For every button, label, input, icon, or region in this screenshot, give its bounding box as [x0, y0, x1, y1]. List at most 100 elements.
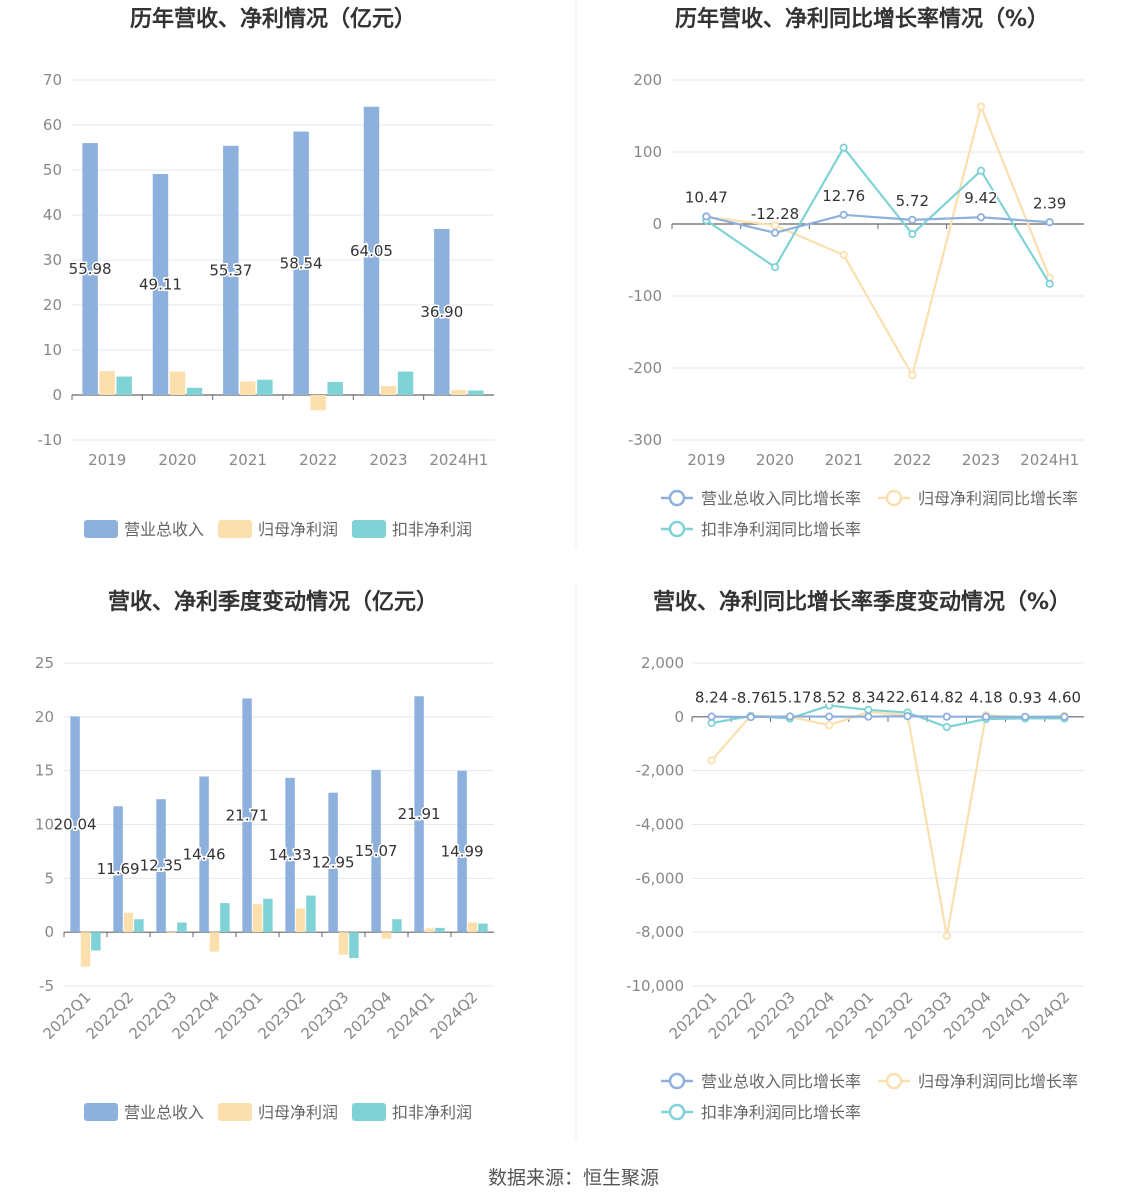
y-tick-label: 0 — [674, 708, 684, 726]
data-point — [839, 210, 848, 219]
legend-marker — [668, 1072, 686, 1090]
bar-deducted-profit — [478, 923, 488, 933]
data-label: -12.28 — [751, 205, 799, 223]
bar-parent-profit — [380, 386, 397, 395]
y-tick-label: 30 — [43, 251, 62, 269]
bar-deducted-profit — [257, 379, 273, 395]
data-label: 8.24 — [695, 689, 728, 707]
data-point — [903, 712, 912, 721]
data-label: 36.90 — [420, 303, 463, 321]
y-tick-label: 10 — [35, 816, 54, 834]
data-label: 15.17 — [769, 688, 812, 706]
bar-revenue — [363, 106, 380, 396]
bar-revenue — [223, 145, 239, 395]
legend-label: 营业总收入 — [124, 520, 204, 539]
bar-deducted-profit — [435, 927, 445, 933]
data-point — [1021, 712, 1030, 721]
bar-parent-profit — [424, 928, 435, 933]
legend-marker — [668, 1103, 686, 1121]
data-label: 4.18 — [969, 689, 1002, 707]
data-label: 58.54 — [280, 254, 323, 272]
bar-deducted-profit — [134, 919, 144, 933]
series-line-parent-profit-growth — [706, 103, 1051, 379]
data-label: 14.46 — [183, 845, 226, 863]
bar-parent-profit — [166, 932, 177, 934]
legend-marker — [885, 489, 903, 507]
bar-deducted-profit — [392, 919, 402, 933]
data-label: 12.35 — [140, 857, 183, 875]
legend-swatch — [218, 1103, 252, 1121]
bar-parent-profit — [310, 395, 326, 411]
data-label: 12.95 — [312, 853, 355, 871]
data-point — [864, 712, 873, 721]
y-tick-label: -100 — [628, 287, 662, 305]
y-tick-label: -4,000 — [636, 816, 684, 834]
data-point — [839, 143, 848, 152]
data-source-note: 数据来源：恒生聚源 — [487, 1167, 659, 1189]
bar-parent-profit — [252, 904, 263, 933]
data-point — [770, 221, 780, 230]
chart-quarterly-amount: 营收、净利季度变动情况（亿元）2520151050-52022Q12022Q22… — [35, 589, 494, 1122]
data-label: 9.42 — [964, 189, 997, 207]
y-tick-label: 25 — [35, 654, 54, 672]
chart-quarterly-growth: 营收、净利同比增长率季度变动情况（%） 2,000 0 -2,000 -4,000 -6,… — [626, 589, 1084, 1122]
x-tick-label: 2021 — [229, 451, 267, 469]
data-label: 4.60 — [1048, 689, 1081, 707]
x-tick-label: 2022 — [893, 451, 931, 469]
data-point — [976, 102, 986, 111]
x-tick-label: 2019 — [88, 451, 126, 469]
bar-parent-profit — [99, 371, 115, 395]
chart-title: 历年营收、净利同比增长率情况（%） — [675, 6, 1049, 32]
data-label: 22.61 — [886, 688, 929, 706]
data-label: -8.76 — [731, 689, 770, 707]
bar-revenue — [82, 143, 98, 395]
x-tick-label: 2023 — [369, 451, 407, 469]
data-point — [942, 712, 951, 721]
x-tick-label: 2024H1 — [1020, 451, 1079, 469]
data-point — [746, 712, 755, 722]
series-line-deducted-profit-growth — [705, 145, 1051, 285]
y-tick-label: 100 — [633, 143, 662, 161]
legend-label: 归母净利润 — [258, 520, 338, 539]
legend-marker — [668, 520, 686, 538]
data-label: 64.05 — [350, 242, 393, 260]
data-point — [1060, 712, 1069, 721]
y-tick-label: 0 — [52, 386, 62, 404]
bar-revenue — [457, 770, 467, 933]
data-point — [707, 756, 716, 765]
data-label: 4.82 — [930, 689, 963, 707]
legend-label: 归母净利润同比增长率 — [918, 489, 1078, 508]
bar-deducted-profit — [468, 390, 484, 395]
bar-revenue — [199, 776, 209, 933]
x-tick-label: 2024Q2 — [427, 988, 482, 1043]
bar-parent-profit — [381, 932, 392, 939]
y-tick-label: 0 — [44, 923, 54, 941]
y-tick-label: 2,000 — [641, 654, 684, 672]
bar-deducted-profit — [91, 932, 101, 951]
y-tick-label: -6,000 — [636, 869, 684, 887]
y-tick-label: 20 — [43, 296, 62, 314]
data-label: 49.11 — [139, 276, 182, 294]
bar-parent-profit — [451, 390, 467, 395]
y-tick-label: -8,000 — [636, 923, 684, 941]
legend-marker — [668, 489, 686, 507]
bar-parent-profit — [169, 371, 186, 395]
data-label: 14.33 — [269, 846, 312, 864]
data-point — [707, 712, 716, 721]
legend-label: 营业总收入同比增长率 — [701, 489, 861, 508]
y-tick-label: -2,000 — [636, 762, 684, 780]
bar-parent-profit — [338, 932, 349, 955]
legend-label: 扣非净利润 — [392, 520, 472, 539]
bar-deducted-profit — [349, 932, 359, 959]
y-tick-label: 15 — [35, 762, 54, 780]
y-tick-label: 200 — [633, 71, 662, 89]
bar-parent-profit — [123, 912, 134, 933]
legend-swatch — [352, 1103, 386, 1121]
y-tick-label: 70 — [43, 71, 62, 89]
data-point — [825, 701, 834, 710]
data-point — [702, 212, 711, 221]
bar-revenue — [371, 769, 381, 933]
y-tick-label: 0 — [652, 215, 662, 233]
data-point — [839, 250, 848, 260]
